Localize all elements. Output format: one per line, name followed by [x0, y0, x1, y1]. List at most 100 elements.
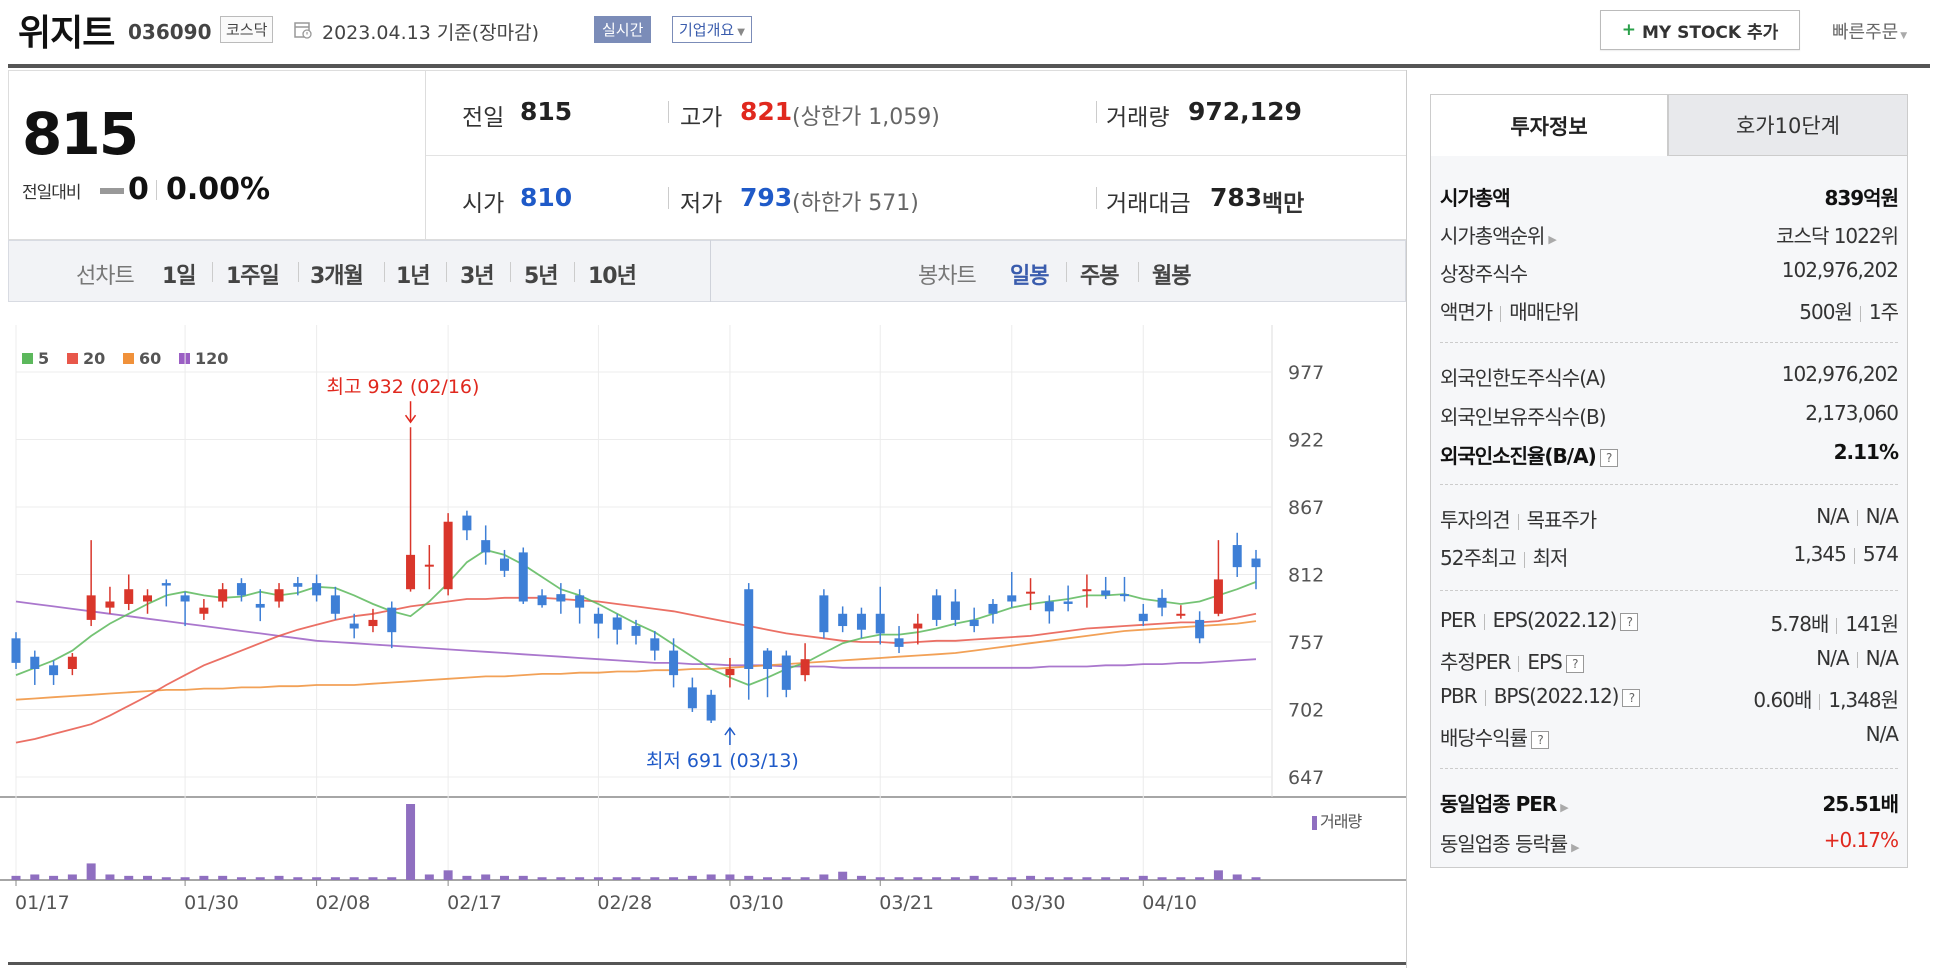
volume-bar: [687, 875, 697, 880]
candle-body: [274, 589, 284, 602]
volume-bar: [11, 875, 21, 880]
volume-bar: [819, 874, 829, 880]
rank-value: 코스닥 1022위: [1776, 224, 1899, 248]
foreign-hold-value: 2,173,060: [1805, 401, 1899, 425]
y-tick-label: 647: [1288, 767, 1324, 789]
realtime-button[interactable]: 실시간: [594, 16, 652, 43]
stock-code: 036090: [128, 20, 212, 44]
open-value: 810: [520, 183, 573, 212]
industry-per-row: 동일업종 PER ▶ 25.51배: [1440, 788, 1899, 817]
separator: [1517, 513, 1519, 530]
candle-body: [518, 552, 528, 602]
per-row: PER EPS(2022.12)? 5.78배 141원: [1440, 608, 1899, 637]
tab-order-book[interactable]: 호가10단계: [1668, 94, 1908, 156]
separator: [1518, 655, 1520, 672]
foreign-limit-label: 외국인한도주식수(A): [1440, 366, 1606, 390]
volume-bar: [988, 877, 998, 880]
candle-body: [556, 594, 566, 602]
y-tick-label: 812: [1288, 565, 1324, 587]
quick-order-dropdown[interactable]: 빠른주문 ▼: [1832, 18, 1907, 44]
separator: [574, 262, 575, 282]
stats-divider: [426, 155, 1406, 156]
volume-bar: [1082, 877, 1092, 880]
volume-bar: [932, 877, 942, 880]
y-tick-label: 702: [1288, 700, 1324, 722]
volume-bar: [1101, 877, 1111, 880]
separator: [710, 240, 711, 302]
separator: [1853, 547, 1855, 564]
help-icon[interactable]: ?: [1565, 654, 1584, 673]
help-icon[interactable]: ?: [1599, 448, 1618, 467]
industry-rate-label[interactable]: 동일업종 등락률: [1440, 832, 1568, 856]
volume-bar: [1251, 877, 1261, 880]
volume-bar: [1195, 877, 1205, 880]
divider: [1440, 768, 1898, 769]
period-monthly[interactable]: 월봉: [1152, 264, 1191, 289]
volume-bar: [969, 875, 979, 880]
x-tick-label: 02/28: [597, 892, 652, 914]
candle-body: [387, 607, 397, 633]
change-percent: 0.00%: [166, 172, 271, 207]
x-tick-label: 01/17: [15, 892, 70, 914]
volume-bar: [650, 877, 660, 880]
candle-body: [11, 638, 21, 663]
volume-bar: [1176, 877, 1186, 880]
volume-bar: [67, 874, 77, 880]
per-label: PER: [1440, 608, 1477, 632]
shares-label: 상장주식수: [1440, 262, 1528, 286]
period-3y[interactable]: 3년: [460, 264, 495, 289]
separator: [384, 262, 385, 282]
shares-value: 102,976,202: [1781, 258, 1899, 282]
candle-body: [218, 589, 228, 602]
volume-bar: [368, 877, 378, 880]
par-label: 액면가: [1440, 300, 1493, 324]
candles: [11, 427, 1261, 723]
candle-body: [1007, 595, 1017, 602]
period-1w[interactable]: 1주일: [226, 264, 280, 289]
foreign-limit-value: 102,976,202: [1781, 362, 1899, 386]
volume-bars: [11, 804, 1261, 880]
ma120-line: [15, 600, 1257, 669]
candle-body: [1157, 597, 1167, 608]
high-value: 821: [740, 97, 793, 126]
candle-body: [293, 583, 303, 587]
rank-label[interactable]: 시가총액순위: [1440, 224, 1545, 248]
help-icon[interactable]: ?: [1620, 612, 1639, 631]
unit-value: 1주: [1868, 300, 1899, 324]
period-5y[interactable]: 5년: [524, 264, 559, 289]
separator: [1819, 693, 1821, 710]
volume-bar: [575, 877, 585, 880]
tab-invest-info[interactable]: 투자정보: [1430, 94, 1668, 156]
separator: [1836, 617, 1838, 634]
candle-body: [499, 558, 509, 571]
y-tick-label: 867: [1288, 497, 1324, 519]
help-icon[interactable]: ?: [1622, 688, 1641, 707]
volume-bar: [913, 877, 923, 880]
bottom-divider: [8, 962, 1406, 965]
foreign-hold-label: 외국인보유주식수(B): [1440, 405, 1607, 429]
period-1d[interactable]: 1일: [162, 264, 197, 289]
legend-label: 5: [38, 349, 49, 368]
bps-value: 1,348원: [1828, 688, 1899, 712]
company-info-dropdown[interactable]: 기업개요 ▼: [672, 16, 752, 43]
volume-bar: [1232, 874, 1242, 880]
period-weekly[interactable]: 주봉: [1080, 264, 1119, 289]
industry-per-label[interactable]: 동일업종 PER: [1440, 792, 1557, 816]
ma60-line: [15, 620, 1257, 701]
add-my-stock-button[interactable]: + MY STOCK 추가: [1600, 10, 1800, 50]
candle-body: [105, 601, 115, 608]
help-icon[interactable]: ?: [1531, 730, 1549, 749]
volume-bar: [856, 875, 866, 880]
candle-body: [875, 613, 885, 634]
opinion-label: 투자의견: [1440, 508, 1511, 532]
period-1y[interactable]: 1년: [396, 264, 431, 289]
period-3m[interactable]: 3개월: [310, 264, 364, 289]
week52-row: 52주최고 최저 1,345 574: [1440, 542, 1899, 571]
foreign-ratio-row: 외국인소진율(B/A)? 2.11%: [1440, 440, 1899, 469]
target-value: N/A: [1865, 504, 1899, 528]
candle-body: [1213, 579, 1223, 614]
candle-body: [669, 650, 679, 676]
candle-body: [1044, 601, 1054, 612]
period-10y[interactable]: 10년: [588, 264, 637, 289]
period-daily[interactable]: 일봉: [1010, 264, 1049, 289]
